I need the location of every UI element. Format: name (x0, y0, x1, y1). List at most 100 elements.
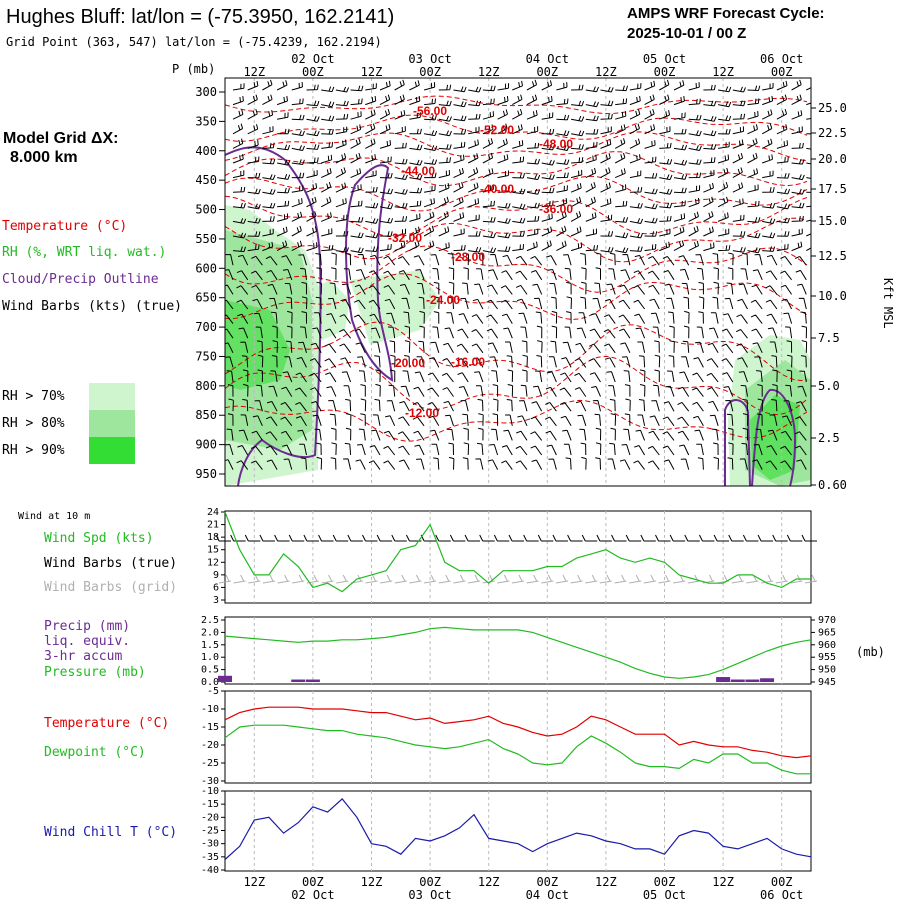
isotherm-label: -48.00 (539, 137, 573, 151)
axis-tick-label: 970 (818, 615, 836, 626)
legend-wind-barbs: Wind Barbs (kts) (true) (2, 299, 182, 314)
cloud-outline-mid (345, 164, 394, 382)
axis-tick-label: -10 (201, 786, 219, 797)
axis-tick-label: 0.0 (201, 677, 219, 688)
axis-tick-label: 12 (207, 557, 219, 568)
legend-precip-liq: liq. equiv. (44, 634, 130, 649)
top-date-label: 06 Oct (760, 52, 803, 66)
isotherm-label: -52.00 (480, 123, 514, 137)
top-hour-label: 00Z (419, 65, 441, 79)
axis-tick-label: -5 (207, 686, 219, 697)
axis-tick-label: 2.0 (201, 627, 219, 638)
isotherm-line (225, 399, 808, 442)
cycle-value: 2025-10-01 / 00 Z (627, 25, 746, 42)
isotherm-label: -16.00 (451, 355, 485, 369)
legend-temperature: Temperature (°C) (2, 219, 127, 234)
time-height-panel: -56.00 -52.00 -48.00 -44.00 -40.00 -36.00 -32.… (195, 77, 847, 492)
axis-tick-label: -30 (201, 776, 219, 787)
bottom-hour-label: 12Z (595, 875, 617, 889)
isotherm-line (225, 151, 808, 187)
pressure-tick-label: 800 (195, 379, 217, 393)
precip-bar (218, 675, 232, 682)
top-hour-label: 00Z (654, 65, 676, 79)
height-tick-label: 5.0 (818, 379, 840, 393)
axis-tick-label: -30 (201, 839, 219, 850)
legend-rh: RH (%, WRT liq. wat.) (2, 245, 166, 260)
pressure-tick-label: 500 (195, 203, 217, 217)
legend-pressure: Pressure (mb) (44, 665, 146, 680)
axis-tick-label: 945 (818, 677, 836, 688)
pressure-tick-label: 700 (195, 320, 217, 334)
top-date-label: 05 Oct (643, 52, 686, 66)
axis-tick-label: -35 (201, 852, 219, 863)
pressure-line (224, 626, 812, 679)
isotherm-line (225, 273, 808, 320)
bottom-hour-label: 12Z (712, 875, 734, 889)
pressure-tick-label: 850 (195, 408, 217, 422)
isotherm-label: -24.00 (426, 293, 460, 307)
bottom-hour-label: 12Z (478, 875, 500, 889)
wind-barb-field (225, 79, 811, 470)
wind-chill-line (224, 798, 812, 860)
precip-bar (745, 679, 760, 682)
isotherm-label: -28.00 (451, 250, 485, 264)
isotherm-line (225, 195, 808, 238)
top-hour-label: 12Z (478, 65, 500, 79)
axis-tick-label: -10 (201, 704, 219, 715)
top-date-label: 04 Oct (526, 52, 569, 66)
axis-tick-label: -20 (201, 740, 219, 751)
grid-point-label: Grid Point (363, 547) lat/lon = (-75.423… (6, 35, 382, 49)
top-hour-label: 00Z (536, 65, 558, 79)
height-tick-label: 22.5 (818, 126, 847, 140)
height-tick-label: 17.5 (818, 182, 847, 196)
bottom-hour-label: 00Z (419, 875, 441, 889)
cycle-label: AMPS WRF Forecast Cycle: (627, 5, 825, 22)
grid-wind-barbs (218, 574, 818, 584)
axis-tick-label: -25 (201, 826, 219, 837)
isotherm-label: -44.00 (401, 164, 435, 178)
pressure-tick-label: 400 (195, 144, 217, 158)
pressure-tick-label: 750 (195, 349, 217, 363)
axis-tick-label: 960 (818, 640, 836, 651)
cloud-outline-right-a (724, 399, 751, 486)
wind-speed-line (224, 511, 811, 593)
bottom-hour-label: 12Z (243, 875, 265, 889)
axis-tick-label: 3 (213, 595, 219, 606)
true-wind-barbs (215, 534, 817, 542)
height-tick-label: 10.0 (818, 289, 847, 303)
axis-tick-label: 24 (207, 507, 219, 518)
cloud-outline-right-b (751, 388, 797, 486)
bottom-hour-label: 00Z (536, 875, 558, 889)
pressure-axis-title: P (mb) (172, 62, 215, 76)
pressure-tick-label: 600 (195, 261, 217, 275)
model-grid-value: 8.000 km (10, 149, 78, 166)
rh70-region-upper (350, 270, 440, 345)
axis-tick-label: 965 (818, 627, 836, 638)
station-title: Hughes Bluff: lat/lon = (-75.3950, 162.2… (6, 6, 394, 28)
precip-bar (291, 679, 306, 682)
isotherm-line (225, 131, 808, 162)
top-hour-label: 12Z (595, 65, 617, 79)
height-tick-label: 15.0 (818, 214, 847, 228)
temperature-line (224, 706, 812, 759)
height-tick-label: 12.5 (818, 249, 847, 263)
isotherm-line (225, 245, 808, 293)
axis-tick-label: 0.5 (201, 665, 219, 676)
precip-bar (730, 679, 745, 682)
axis-tick-label: 950 (818, 665, 836, 676)
height-tick-label: 20.0 (818, 152, 847, 166)
dewpoint-line (224, 724, 811, 775)
isotherm-line (225, 355, 808, 416)
legend-rh70: RH > 70% (2, 389, 65, 404)
pressure-tick-label: 650 (195, 291, 217, 305)
axis-tick-label: -40 (201, 865, 219, 876)
model-grid-label: Model Grid ΔX: (3, 130, 119, 147)
legend-wind-chill: Wind Chill T (°C) (44, 825, 177, 840)
pressure-tick-label: 350 (195, 114, 217, 128)
axis-tick-label: 2.5 (201, 615, 219, 626)
top-hour-label: 12Z (243, 65, 265, 79)
top-date-label: 03 Oct (408, 52, 451, 66)
